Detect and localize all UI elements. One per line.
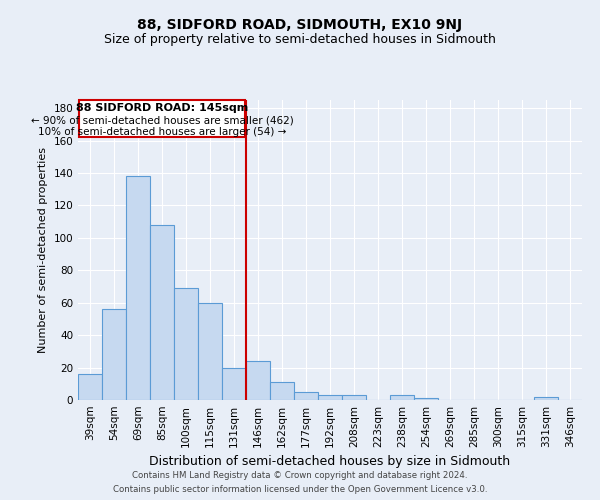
Bar bbox=[414, 398, 438, 400]
Bar bbox=[270, 382, 294, 400]
Bar bbox=[534, 397, 558, 400]
Bar bbox=[246, 361, 270, 400]
Bar bbox=[102, 309, 126, 400]
Bar bbox=[390, 395, 414, 400]
Text: 10% of semi-detached houses are larger (54) →: 10% of semi-detached houses are larger (… bbox=[38, 127, 286, 137]
Text: Size of property relative to semi-detached houses in Sidmouth: Size of property relative to semi-detach… bbox=[104, 32, 496, 46]
Y-axis label: Number of semi-detached properties: Number of semi-detached properties bbox=[38, 147, 48, 353]
Bar bbox=[342, 395, 366, 400]
Bar bbox=[318, 395, 342, 400]
Bar bbox=[174, 288, 198, 400]
Bar bbox=[294, 392, 318, 400]
Text: Contains HM Land Registry data © Crown copyright and database right 2024.: Contains HM Land Registry data © Crown c… bbox=[132, 471, 468, 480]
Text: Contains public sector information licensed under the Open Government Licence v3: Contains public sector information licen… bbox=[113, 485, 487, 494]
X-axis label: Distribution of semi-detached houses by size in Sidmouth: Distribution of semi-detached houses by … bbox=[149, 456, 511, 468]
FancyBboxPatch shape bbox=[79, 100, 245, 138]
Bar bbox=[150, 225, 174, 400]
Bar bbox=[222, 368, 246, 400]
Text: 88, SIDFORD ROAD, SIDMOUTH, EX10 9NJ: 88, SIDFORD ROAD, SIDMOUTH, EX10 9NJ bbox=[137, 18, 463, 32]
Bar bbox=[78, 374, 102, 400]
Bar bbox=[126, 176, 150, 400]
Text: 88 SIDFORD ROAD: 145sqm: 88 SIDFORD ROAD: 145sqm bbox=[76, 103, 248, 113]
Text: ← 90% of semi-detached houses are smaller (462): ← 90% of semi-detached houses are smalle… bbox=[31, 116, 293, 126]
Bar bbox=[198, 302, 222, 400]
